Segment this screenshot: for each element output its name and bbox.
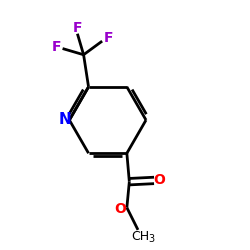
Text: O: O bbox=[115, 202, 126, 216]
Text: O: O bbox=[154, 174, 166, 188]
Text: F: F bbox=[52, 40, 61, 54]
Text: N: N bbox=[58, 112, 71, 127]
Text: 3: 3 bbox=[148, 234, 155, 244]
Text: CH: CH bbox=[132, 230, 150, 242]
Text: F: F bbox=[104, 31, 113, 45]
Text: F: F bbox=[73, 21, 82, 35]
